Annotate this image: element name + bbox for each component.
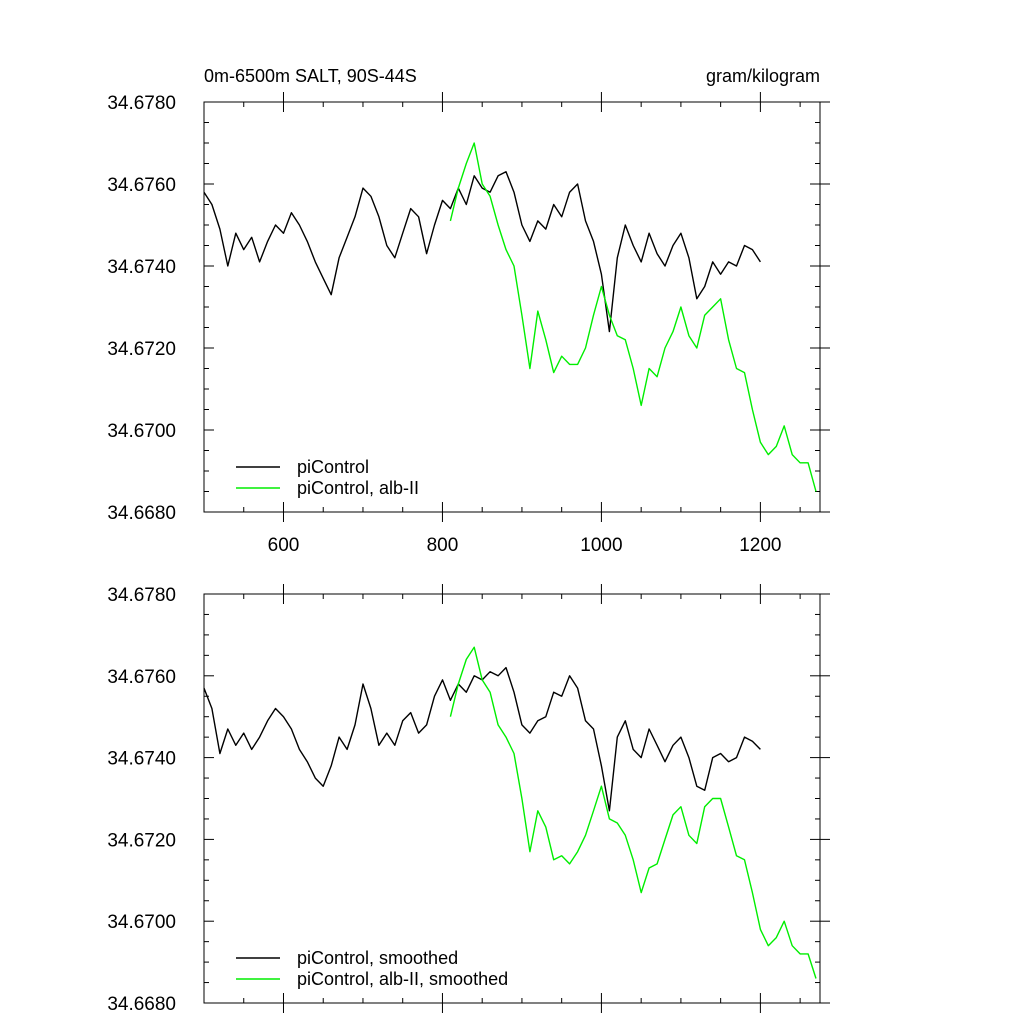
legend-label: piControl, alb-II, smoothed [297, 969, 508, 989]
series-line-alb-ii [449, 646, 817, 979]
top-panel: 600 800 1000 1200 34.6680 34.6700 34.6720 34.67… [107, 92, 830, 556]
legend-label: piControl [297, 457, 369, 477]
y-tick-label: 34.6720 [107, 830, 176, 851]
y-tick-label: 34.6680 [107, 503, 176, 524]
y-tick-label: 34.6680 [107, 994, 176, 1015]
x-tick-label: 800 [427, 535, 459, 556]
series-line-picontrol [203, 170, 761, 333]
series-line-picontrol [203, 666, 761, 812]
y-tick-label: 34.6740 [107, 257, 176, 278]
right-title-units: gram/kilogram [706, 66, 820, 86]
left-title: 0m-6500m SALT, 90S-44S [204, 66, 417, 86]
x-tick-label: 600 [268, 535, 300, 556]
plot-frame [203, 593, 821, 1004]
y-tick-label: 34.6700 [107, 912, 176, 933]
y-tick-label: 34.6760 [107, 175, 176, 196]
x-tick-label: 1200 [739, 535, 781, 556]
y-tick-label: 34.6740 [107, 749, 176, 770]
legend-label: piControl, alb-II [297, 478, 419, 498]
y-tick-label: 34.6780 [107, 585, 176, 606]
y-tick-label: 34.6760 [107, 667, 176, 688]
y-tick-label: 34.6700 [107, 421, 176, 442]
bottom-panel: 34.6680 34.6700 34.6720 34.6740 34.6760 34.67… [107, 584, 830, 1015]
plot-frame [203, 101, 821, 513]
legend-label: piControl, smoothed [297, 948, 458, 968]
x-tick-label: 1000 [580, 535, 622, 556]
y-tick-label: 34.6720 [107, 339, 176, 360]
y-tick-label: 34.6780 [107, 93, 176, 114]
series-line-alb-ii [449, 142, 817, 492]
